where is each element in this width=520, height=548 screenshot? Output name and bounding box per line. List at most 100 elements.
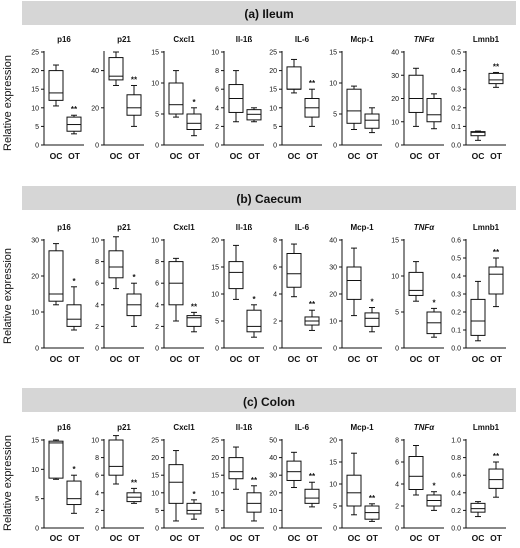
category-label-ot: OT: [428, 354, 441, 364]
category-label-oc: OC: [50, 354, 63, 364]
y-tick-label: 15: [269, 87, 277, 94]
section-title: (a) Ileum: [244, 7, 293, 21]
y-tick-label: 6: [95, 473, 99, 480]
y-tick-label: 6: [215, 87, 219, 94]
category-label-oc: OC: [472, 354, 485, 364]
box-ot: [246, 304, 262, 338]
box-oc: [408, 261, 424, 302]
category-label-ot: OT: [366, 151, 379, 161]
box-iqr: [408, 456, 424, 490]
y-tick-label: 20: [269, 68, 277, 75]
box-iqr: [48, 440, 64, 479]
gene-title: Lmnb1: [473, 423, 500, 432]
y-tick-label: 10: [91, 438, 99, 445]
box-ot: [364, 307, 380, 333]
gene-title: Mcp-1: [350, 423, 374, 432]
y-tick-label: 0: [35, 346, 39, 353]
y-tick-label: 0: [95, 526, 99, 533]
y-tick-label: 1.0: [451, 438, 461, 445]
panel-4: Il-1ß 0 5 10 15 20 * OC OT: [211, 223, 264, 364]
box-ot: [364, 503, 380, 522]
significance-marker: **: [309, 79, 316, 88]
gene-title: p16: [57, 35, 71, 44]
category-label-ot: OT: [428, 533, 441, 543]
box-ot: [488, 461, 504, 498]
y-tick-label: 0: [395, 526, 399, 533]
y-tick-label: 6: [155, 281, 159, 288]
y-tick-label: 0: [395, 143, 399, 150]
significance-marker: **: [493, 62, 500, 71]
y-tick-label: 20: [269, 490, 277, 497]
y-tick-label: 50: [269, 438, 277, 445]
y-tick-label: 20: [329, 292, 337, 299]
y-tick-label: 15: [391, 238, 399, 245]
category-label-ot: OT: [490, 151, 503, 161]
significance-marker: **: [71, 105, 78, 114]
box-iqr: [48, 250, 64, 302]
y-tick-label: 20: [31, 274, 39, 281]
box-oc: [408, 67, 424, 127]
category-label-ot: OT: [490, 354, 503, 364]
significance-marker: **: [131, 478, 138, 487]
y-tick-label: 4: [273, 292, 277, 299]
gene-title: Mcp-1: [350, 223, 374, 232]
significance-marker: *: [432, 482, 436, 491]
y-tick-label: 25: [211, 438, 219, 445]
y-tick-label: 4: [155, 302, 159, 309]
gene-title: Cxcl1: [173, 423, 195, 432]
y-tick-label: 0.8: [451, 455, 461, 462]
y-tick-label: 4: [215, 105, 219, 112]
category-label-ot: OT: [366, 354, 379, 364]
box-ot: [488, 257, 504, 308]
y-tick-label: 5: [35, 124, 39, 131]
category-label-ot: OT: [428, 151, 441, 161]
box-iqr: [470, 131, 486, 137]
y-tick-label: 40: [269, 455, 277, 462]
y-axis-label: Relative expression: [2, 435, 14, 531]
panel-4: Il-1ß 0 2 4 6 8 10 OC OT: [211, 35, 264, 161]
box-oc: [168, 257, 184, 322]
y-tick-label: 0.1: [451, 124, 461, 131]
y-tick-label: 15: [329, 50, 337, 57]
y-tick-label: 0: [215, 143, 219, 150]
box-oc: [228, 446, 244, 490]
significance-marker: **: [131, 75, 138, 84]
section-title-bar: [22, 186, 516, 210]
category-label-ot: OT: [128, 533, 141, 543]
box-ot: [364, 107, 380, 134]
gene-title: Mcp-1: [350, 35, 374, 44]
y-tick-label: 10: [91, 238, 99, 245]
y-tick-label: 10: [151, 81, 159, 88]
gene-title: TNFα: [414, 35, 436, 44]
category-label-oc: OC: [410, 533, 423, 543]
y-tick-label: 25: [269, 50, 277, 57]
y-tick-label: 5: [333, 112, 337, 119]
category-label-oc: OC: [110, 533, 123, 543]
box-iqr: [488, 468, 504, 489]
category-label-oc: OC: [472, 533, 485, 543]
box-iqr: [186, 502, 202, 515]
box-oc: [108, 236, 124, 290]
significance-marker: **: [309, 472, 316, 481]
significance-marker: *: [72, 277, 76, 286]
box-iqr: [408, 271, 424, 296]
box-iqr: [470, 502, 486, 513]
y-tick-label: 0: [95, 143, 99, 150]
box-oc: [48, 243, 64, 306]
category-label-ot: OT: [68, 533, 81, 543]
box-iqr: [488, 72, 504, 85]
y-tick-label: 8: [215, 68, 219, 75]
box-oc: [470, 130, 486, 141]
y-tick-label: 5: [273, 124, 277, 131]
y-tick-label: 8: [273, 238, 277, 245]
y-tick-label: 4: [95, 490, 99, 497]
y-tick-label: 0: [155, 346, 159, 353]
y-tick-label: 20: [151, 455, 159, 462]
box-oc: [408, 445, 424, 496]
category-label-ot: OT: [306, 151, 319, 161]
y-tick-label: 2: [215, 124, 219, 131]
significance-marker: *: [72, 465, 76, 474]
category-label-oc: OC: [110, 354, 123, 364]
box-oc: [470, 280, 486, 342]
